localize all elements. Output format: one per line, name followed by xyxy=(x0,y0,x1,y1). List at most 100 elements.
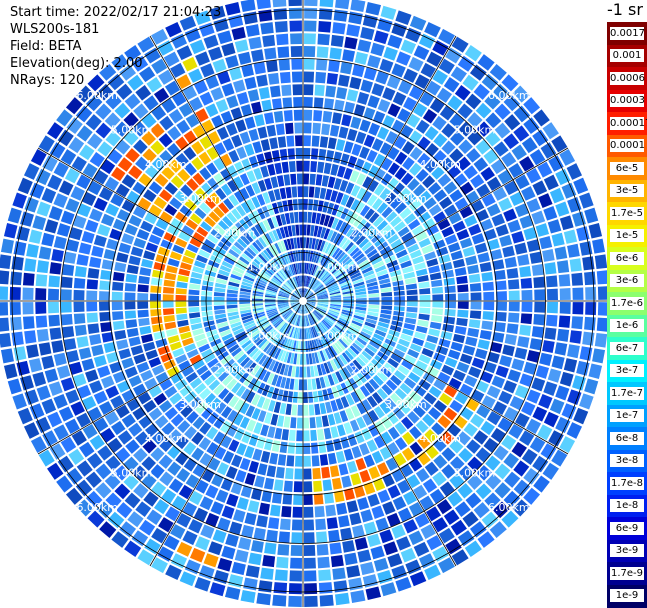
radar-gate xyxy=(436,87,453,103)
radar-gate xyxy=(300,288,303,300)
radar-gate xyxy=(263,326,273,335)
radar-gate xyxy=(93,197,108,212)
instrument-label: WLS200s-181 xyxy=(10,22,100,37)
radar-gate xyxy=(288,312,295,323)
radar-gate xyxy=(559,215,574,231)
radar-gate xyxy=(258,9,273,22)
radar-gate xyxy=(317,297,329,300)
radar-gate xyxy=(81,230,95,244)
colorbar-swatch: 3e-8 xyxy=(607,449,647,473)
radar-gate xyxy=(157,246,170,257)
azimuth-spoke xyxy=(302,35,457,302)
radar-gate xyxy=(224,586,241,601)
radar-gate xyxy=(535,223,550,237)
radar-gate xyxy=(381,292,393,297)
radar-gate xyxy=(212,58,227,73)
radar-gate xyxy=(304,33,316,45)
radar-gate xyxy=(310,313,317,324)
radar-gate xyxy=(244,445,255,459)
radar-gate xyxy=(301,262,303,274)
radar-gate xyxy=(76,174,91,190)
radar-gate xyxy=(189,547,206,563)
radar-gate xyxy=(60,149,77,166)
radar-gate xyxy=(438,58,455,75)
radar-gate xyxy=(319,376,326,389)
radar-gate xyxy=(301,328,303,340)
radar-gate xyxy=(415,468,430,483)
radar-gate xyxy=(26,344,39,359)
radar-gate xyxy=(548,155,564,172)
radar-gate xyxy=(290,301,302,303)
radar-gate xyxy=(555,385,570,401)
radar-gate xyxy=(362,574,378,588)
radar-gate xyxy=(282,324,290,335)
radar-gate xyxy=(428,182,442,195)
radar-gate xyxy=(538,394,553,409)
radar-gate xyxy=(185,474,200,489)
radar-gate xyxy=(287,148,295,160)
radar-gate xyxy=(230,321,242,329)
radar-gate xyxy=(199,496,214,511)
radar-gate xyxy=(170,553,188,569)
radar-gate xyxy=(216,126,229,140)
radar-gate xyxy=(292,302,302,309)
radar-gate xyxy=(437,371,451,384)
radar-gate xyxy=(364,347,375,357)
radar-gate xyxy=(291,58,303,70)
radar-gate xyxy=(164,272,177,281)
radar-gate xyxy=(383,541,398,556)
radar-gate xyxy=(437,173,452,187)
radar-gate xyxy=(321,415,330,427)
radar-gate xyxy=(367,289,380,294)
radar-gate xyxy=(214,224,226,236)
radar-gate xyxy=(531,264,544,276)
radar-gate xyxy=(313,310,322,319)
radar-gate xyxy=(569,330,582,344)
radar-gate xyxy=(239,303,251,308)
radar-gate xyxy=(253,167,263,180)
radar-gate xyxy=(414,513,430,528)
radar-gate xyxy=(314,84,325,97)
radar-gate xyxy=(406,295,418,301)
radar-gate xyxy=(38,135,55,153)
radar-gate xyxy=(230,481,243,495)
radar-gate xyxy=(312,265,319,276)
radar-gate xyxy=(153,87,170,103)
radar-gate xyxy=(42,430,58,447)
radar-gate xyxy=(178,231,191,242)
radar-gate xyxy=(456,431,471,446)
radar-gate xyxy=(517,254,530,266)
radar-gate xyxy=(258,369,268,381)
radar-gate xyxy=(414,262,427,271)
colorbar-swatch: 6e-7 xyxy=(607,337,647,360)
colorbar-tick-label: 3e-9 xyxy=(610,544,644,558)
radar-gate xyxy=(300,341,303,352)
radar-gate xyxy=(226,95,239,109)
radar-gate xyxy=(521,289,533,301)
radar-gate xyxy=(215,317,228,324)
radar-gate xyxy=(366,314,378,321)
radar-gate xyxy=(459,237,473,249)
radar-gate xyxy=(241,281,253,288)
radar-gate xyxy=(423,197,437,210)
radar-gate xyxy=(495,311,507,322)
radar-gate xyxy=(424,159,438,173)
radar-gate xyxy=(377,462,390,476)
radar-gate xyxy=(218,325,230,333)
colorbar-swatch: 3e-6 xyxy=(607,269,647,293)
radar-gate xyxy=(303,506,314,518)
radar-gate xyxy=(325,440,335,453)
radar-gate xyxy=(531,377,546,392)
radar-gate xyxy=(150,301,161,309)
radar-gate xyxy=(231,454,243,468)
radar-gate xyxy=(95,122,112,139)
radar-gate xyxy=(513,125,530,142)
radar-gate xyxy=(354,309,366,315)
radar-gate xyxy=(189,490,203,506)
radar-gate xyxy=(148,181,163,195)
radar-gate xyxy=(353,314,365,321)
radar-gate xyxy=(188,295,200,301)
radar-gate xyxy=(308,327,313,339)
radar-gate xyxy=(288,7,302,19)
radar-gate xyxy=(230,107,243,121)
